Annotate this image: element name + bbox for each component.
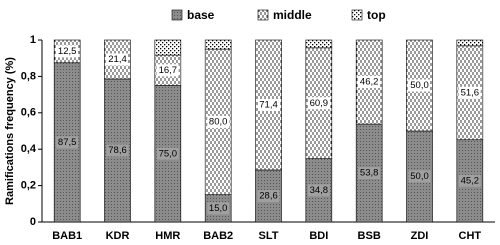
value-label: 50,0 xyxy=(410,171,429,182)
value-label-bg xyxy=(257,98,280,111)
x-tick-label: BDI xyxy=(309,230,328,242)
value-label: 60,9 xyxy=(310,98,329,109)
value-label-bg xyxy=(358,76,381,89)
value-label: 21,4 xyxy=(108,54,127,65)
legend-label: middle xyxy=(273,8,312,22)
value-label: 80,0 xyxy=(209,116,228,127)
value-label: 71,4 xyxy=(259,99,278,110)
value-label: 28,6 xyxy=(259,190,278,201)
value-label: 50,0 xyxy=(410,80,429,91)
y-tick-label: 0 xyxy=(30,216,36,228)
x-tick-label: ZDI xyxy=(411,230,429,242)
value-label-bg xyxy=(358,167,381,180)
value-label: 12,5 xyxy=(58,46,77,57)
value-label: 75,0 xyxy=(159,148,178,159)
value-label-bg xyxy=(207,115,230,128)
legend-swatch xyxy=(171,9,183,21)
y-tick-label: 0,8 xyxy=(21,70,36,82)
value-label: 46,2 xyxy=(360,77,379,88)
x-tick-label: BAB1 xyxy=(52,230,82,242)
value-label-bg xyxy=(207,202,230,215)
x-tick-label: CHT xyxy=(459,230,482,242)
x-tick-label: BSB xyxy=(358,230,381,242)
bar-segment xyxy=(305,39,333,49)
value-label-bg xyxy=(257,189,280,202)
value-label-bg xyxy=(408,170,431,183)
x-tick-label: BAB2 xyxy=(203,230,233,242)
legend-swatch xyxy=(351,9,363,21)
bar-segment xyxy=(154,39,182,56)
value-label: 34,8 xyxy=(310,185,329,196)
value-label: 45,2 xyxy=(461,175,480,186)
legend-swatch xyxy=(257,9,269,21)
value-label-bg xyxy=(106,53,129,66)
value-label-bg xyxy=(56,136,79,149)
y-tick-label: 0,2 xyxy=(21,180,36,192)
value-label-bg xyxy=(156,147,179,160)
value-label: 15,0 xyxy=(209,203,228,214)
value-label-bg xyxy=(408,79,431,92)
y-tick-label: 0,6 xyxy=(21,107,36,119)
value-label-bg xyxy=(106,144,129,157)
value-label-bg xyxy=(458,86,481,99)
value-label: 78,6 xyxy=(108,145,127,156)
y-axis-label: Ramifications frequency (%) xyxy=(4,57,16,205)
value-label-bg xyxy=(56,45,79,58)
x-tick-label: KDR xyxy=(106,230,130,242)
value-label: 53,8 xyxy=(360,168,379,179)
legend-label: base xyxy=(187,8,215,22)
value-label: 51,6 xyxy=(461,87,480,98)
value-label-bg xyxy=(156,64,179,77)
value-label-bg xyxy=(307,97,330,110)
y-tick-label: 0,4 xyxy=(21,143,37,155)
value-label: 16,7 xyxy=(159,65,178,76)
value-label: 87,5 xyxy=(58,137,77,148)
legend-label: top xyxy=(367,8,386,22)
value-label-bg xyxy=(307,184,330,197)
x-tick-label: HMR xyxy=(155,230,180,242)
value-label-bg xyxy=(458,174,481,187)
y-tick-label: 1 xyxy=(30,34,36,46)
x-tick-label: SLT xyxy=(259,230,279,242)
bar-segment xyxy=(456,39,484,47)
bar-segment xyxy=(204,39,232,50)
